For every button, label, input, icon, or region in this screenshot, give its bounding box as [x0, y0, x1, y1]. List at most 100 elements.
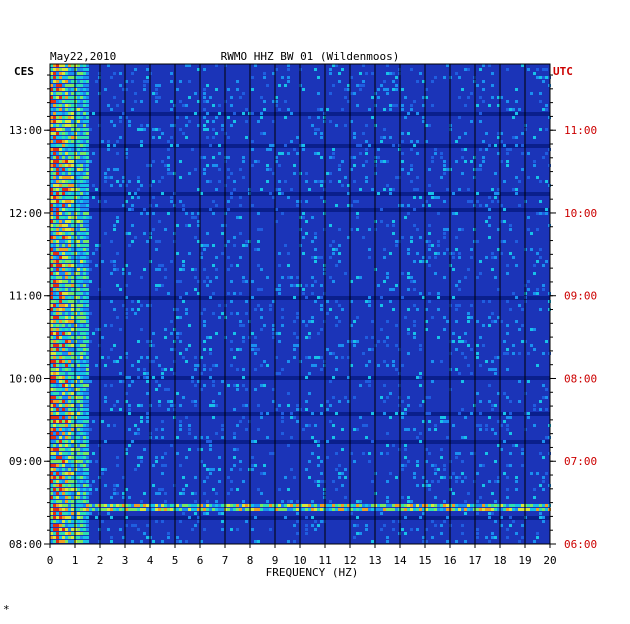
heatmap-cell — [62, 508, 65, 511]
heatmap-cell — [131, 364, 134, 367]
heatmap-cell — [212, 164, 215, 167]
heatmap-cell — [533, 424, 536, 427]
heatmap-cell — [80, 524, 83, 527]
heatmap-cell — [263, 132, 266, 135]
heatmap-cell — [71, 184, 74, 187]
heatmap-cell — [83, 196, 86, 199]
heatmap-cell — [512, 136, 515, 139]
heatmap-cell — [86, 384, 89, 387]
heatmap-cell — [407, 508, 410, 511]
heatmap-cell — [200, 252, 203, 255]
heatmap-cell — [251, 344, 254, 347]
heatmap-cell — [170, 348, 173, 351]
heatmap-cell — [542, 384, 545, 387]
heatmap-cell — [167, 400, 170, 403]
heatmap-cell — [485, 256, 488, 259]
x-tick-label: 2 — [97, 554, 104, 567]
heatmap-cell — [77, 280, 80, 283]
heatmap-cell — [179, 268, 182, 271]
heatmap-cell — [239, 460, 242, 463]
heatmap-cell — [80, 448, 83, 451]
heatmap-cell — [191, 504, 194, 507]
heatmap-cell — [53, 380, 56, 383]
heatmap-cell — [290, 508, 293, 511]
heatmap-cell — [113, 268, 116, 271]
heatmap-cell — [206, 232, 209, 235]
heatmap-cell — [236, 528, 239, 531]
heatmap-cell — [272, 72, 275, 75]
heatmap-cell — [86, 460, 89, 463]
heatmap-cell — [125, 352, 128, 355]
heatmap-cell — [77, 232, 80, 235]
heatmap-cell — [185, 484, 188, 487]
heatmap-cell — [200, 192, 203, 195]
heatmap-cell — [239, 168, 242, 171]
heatmap-cell — [56, 384, 59, 387]
heatmap-cell — [56, 108, 59, 111]
heatmap-cell — [59, 104, 62, 107]
heatmap-cell — [380, 504, 383, 507]
heatmap-cell — [68, 500, 71, 503]
heatmap-cell — [167, 212, 170, 215]
heatmap-cell — [395, 344, 398, 347]
heatmap-cell — [434, 504, 437, 507]
heatmap-cell — [77, 472, 80, 475]
heatmap-cell — [293, 172, 296, 175]
heatmap-cell — [56, 140, 59, 143]
heatmap-cell — [83, 300, 86, 303]
heatmap-cell — [134, 432, 137, 435]
heatmap-cell — [281, 192, 284, 195]
heatmap-cell — [458, 136, 461, 139]
heatmap-cell — [188, 424, 191, 427]
heatmap-cell — [254, 64, 257, 67]
heatmap-cell — [146, 508, 149, 511]
heatmap-cell — [122, 180, 125, 183]
heatmap-cell — [83, 496, 86, 499]
heatmap-cell — [53, 360, 56, 363]
heatmap-cell — [62, 324, 65, 327]
heatmap-cell — [212, 380, 215, 383]
heatmap-cell — [53, 476, 56, 479]
heatmap-cell — [332, 64, 335, 67]
heatmap-cell — [194, 436, 197, 439]
heatmap-cell — [50, 144, 53, 147]
heatmap-cell — [56, 492, 59, 495]
heatmap-cell — [509, 432, 512, 435]
heatmap-cell — [185, 416, 188, 419]
heatmap-cell — [53, 496, 56, 499]
heatmap-cell — [230, 280, 233, 283]
heatmap-cell — [392, 188, 395, 191]
heatmap-cell — [131, 108, 134, 111]
heatmap-cell — [443, 316, 446, 319]
heatmap-cell — [194, 368, 197, 371]
heatmap-cell — [110, 176, 113, 179]
heatmap-cell — [227, 504, 230, 507]
heatmap-cell — [338, 508, 341, 511]
heatmap-cell — [440, 456, 443, 459]
heatmap-cell — [260, 364, 263, 367]
heatmap-cell — [422, 476, 425, 479]
heatmap-cell — [71, 360, 74, 363]
heatmap-cell — [176, 504, 179, 507]
heatmap-cell — [62, 252, 65, 255]
heatmap-cell — [317, 76, 320, 79]
heatmap-cell — [164, 268, 167, 271]
heatmap-cell — [89, 484, 92, 487]
heatmap-cell — [83, 424, 86, 427]
heatmap-cell — [68, 160, 71, 163]
heatmap-cell — [50, 320, 53, 323]
frequency-gridlines — [49, 63, 551, 545]
heatmap-cell — [233, 180, 236, 183]
heatmap-cell — [233, 456, 236, 459]
heatmap-cell — [116, 504, 119, 507]
heatmap-cell — [119, 504, 122, 507]
heatmap-cell — [50, 280, 53, 283]
heatmap-cell — [194, 404, 197, 407]
heatmap-cell — [245, 244, 248, 247]
heatmap-cell — [410, 280, 413, 283]
heatmap-cell — [326, 108, 329, 111]
heatmap-cell — [494, 192, 497, 195]
heatmap-cell — [317, 152, 320, 155]
heatmap-cell — [71, 100, 74, 103]
heatmap-cell — [170, 108, 173, 111]
